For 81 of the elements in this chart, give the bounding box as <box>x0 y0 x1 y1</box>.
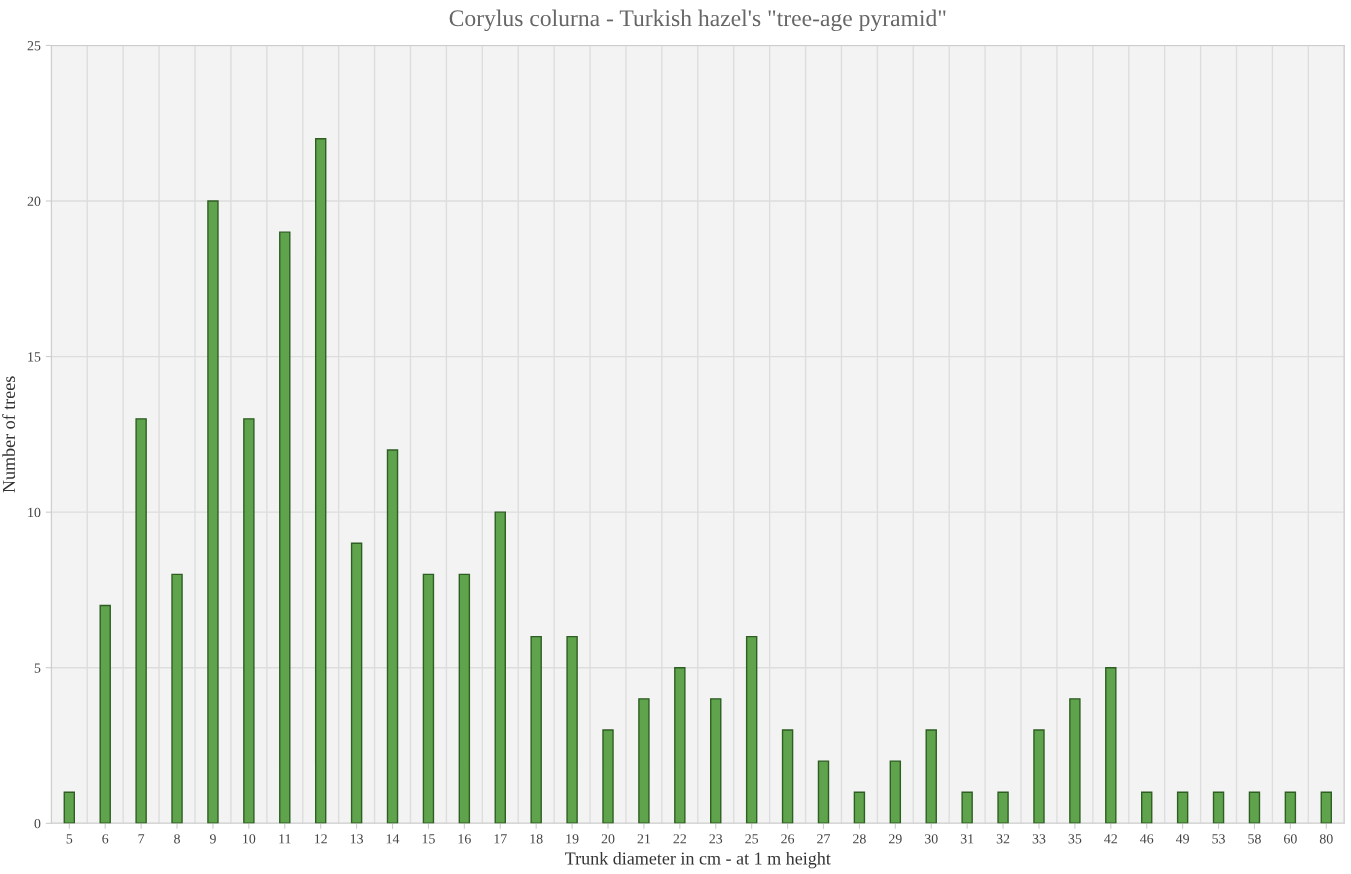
bar <box>63 791 76 824</box>
bar <box>674 667 686 824</box>
x-tick-label: 33 <box>1032 834 1046 844</box>
bar <box>1105 667 1117 824</box>
bar <box>566 635 578 824</box>
chart-title: Corylus colurna - Turkish hazel's "tree-age pyramid" <box>449 9 946 32</box>
bar <box>602 729 614 824</box>
bar <box>997 791 1009 824</box>
bar <box>889 760 902 824</box>
x-tick-label: 8 <box>174 834 180 844</box>
bar <box>1069 698 1081 824</box>
bar <box>1176 791 1189 824</box>
x-tick-label: 12 <box>314 834 327 844</box>
x-tick-label: 11 <box>279 834 291 844</box>
bar <box>961 791 973 824</box>
bar <box>171 573 183 824</box>
bar <box>1140 791 1153 824</box>
x-tick-label: 17 <box>494 834 507 844</box>
bar <box>386 449 399 824</box>
x-tick-label: 22 <box>673 834 687 844</box>
bar <box>1248 791 1261 824</box>
y-axis-title: Number of trees <box>2 376 16 493</box>
x-tick-label: 9 <box>209 834 216 844</box>
bar <box>1033 729 1045 824</box>
bar <box>1212 791 1225 824</box>
bar <box>422 573 435 824</box>
x-tick-label: 58 <box>1248 834 1261 844</box>
bar <box>817 760 830 824</box>
x-tick-label: 25 <box>745 834 759 844</box>
x-tick-label: 7 <box>138 834 145 844</box>
y-tick-label: 5 <box>34 663 41 673</box>
x-tick-label: 32 <box>996 834 1010 844</box>
bar <box>745 635 758 824</box>
y-tick-label: 20 <box>27 196 41 206</box>
bar <box>207 200 219 824</box>
x-tick-label: 26 <box>781 834 795 844</box>
y-tick-label: 25 <box>27 41 41 51</box>
bar <box>1284 791 1297 824</box>
x-tick-label: 13 <box>350 834 364 844</box>
bar <box>710 698 722 824</box>
x-tick-label: 10 <box>243 834 256 844</box>
x-tick-label: 60 <box>1284 834 1297 844</box>
bar <box>781 729 794 824</box>
x-tick-label: 6 <box>102 834 109 844</box>
bar <box>350 542 363 824</box>
x-axis-title: Trunk diameter in cm - at 1 m height <box>565 851 831 869</box>
bar <box>279 231 291 824</box>
x-tick-label: 27 <box>817 834 831 844</box>
bar <box>243 418 255 824</box>
bar <box>135 418 147 824</box>
y-tick-label: 0 <box>34 818 41 829</box>
x-tick-label: 80 <box>1319 834 1333 844</box>
x-tick-label: 18 <box>530 834 543 844</box>
x-tick-label: 49 <box>1175 834 1190 844</box>
x-tick-label: 53 <box>1212 834 1225 844</box>
bar <box>530 635 542 824</box>
x-tick-label: 29 <box>888 834 902 844</box>
x-tick-label: 20 <box>601 834 615 844</box>
x-tick-label: 16 <box>458 834 471 844</box>
bar <box>99 604 111 824</box>
bar <box>494 511 506 824</box>
x-tick-label: 21 <box>637 834 651 844</box>
bar <box>1320 791 1333 824</box>
x-tick-label: 46 <box>1140 834 1154 844</box>
x-tick-label: 30 <box>924 834 938 844</box>
x-tick-label: 23 <box>709 834 723 844</box>
x-tick-label: 5 <box>66 834 73 844</box>
x-tick-label: 31 <box>960 834 974 844</box>
x-tick-label: 42 <box>1104 834 1117 844</box>
x-tick-label: 15 <box>422 834 435 844</box>
bar <box>638 698 650 824</box>
bar <box>853 791 866 824</box>
y-tick-label: 15 <box>28 352 41 362</box>
bar <box>925 729 937 824</box>
x-tick-label: 14 <box>386 834 400 844</box>
y-tick-label: 10 <box>28 507 41 518</box>
bar <box>314 138 327 824</box>
x-tick-label: 19 <box>566 834 579 844</box>
x-tick-label: 28 <box>853 834 866 844</box>
bar <box>458 573 471 824</box>
x-tick-label: 35 <box>1068 834 1082 844</box>
